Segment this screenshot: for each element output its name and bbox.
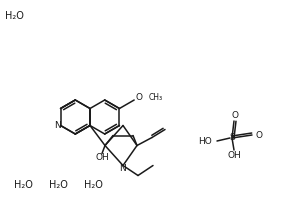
Text: H₂O: H₂O <box>14 180 33 190</box>
Text: HO: HO <box>198 137 212 145</box>
Text: N: N <box>120 164 126 173</box>
Text: H₂O: H₂O <box>5 11 24 21</box>
Text: O: O <box>232 110 239 120</box>
Text: S: S <box>229 134 235 142</box>
Text: H₂O: H₂O <box>49 180 68 190</box>
Text: O: O <box>136 94 143 102</box>
Text: N: N <box>54 121 61 130</box>
Text: OH: OH <box>227 150 241 160</box>
Text: OH: OH <box>95 153 109 162</box>
Text: H₂O: H₂O <box>84 180 103 190</box>
Text: CH₃: CH₃ <box>148 94 162 102</box>
Text: O: O <box>256 131 263 139</box>
